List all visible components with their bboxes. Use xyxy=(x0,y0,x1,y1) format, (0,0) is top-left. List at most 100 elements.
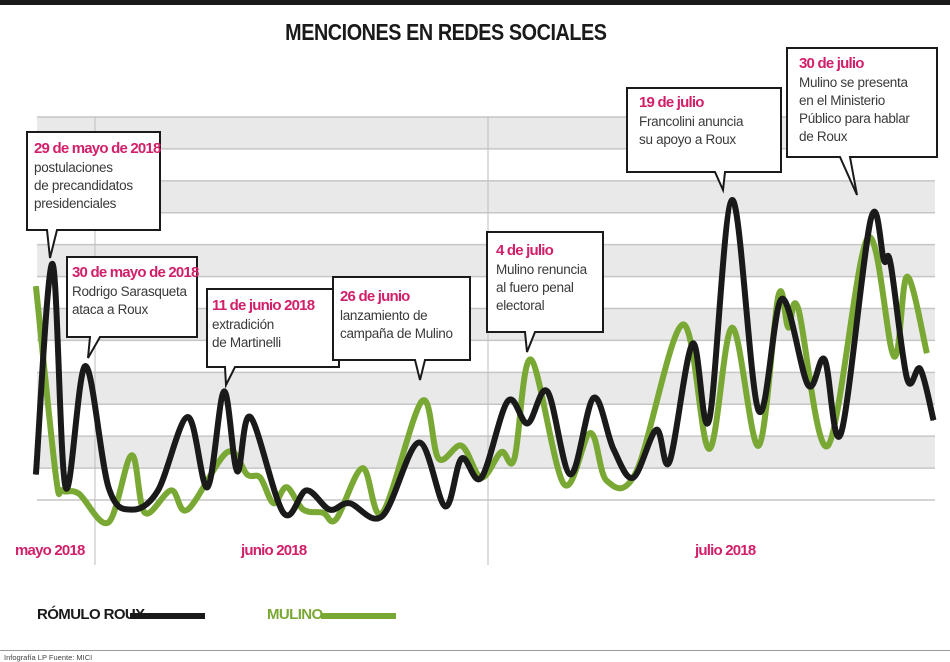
data-point xyxy=(187,509,189,511)
data-point xyxy=(692,343,694,345)
annotation-callouts xyxy=(26,47,938,389)
x-tick-label-mayo: mayo 2018 xyxy=(15,542,85,559)
data-point xyxy=(226,451,228,453)
data-point xyxy=(632,477,634,479)
data-point xyxy=(824,359,826,361)
data-point xyxy=(61,489,63,491)
grid-band xyxy=(37,117,935,149)
data-point xyxy=(131,454,133,456)
data-point xyxy=(286,486,288,488)
data-point xyxy=(570,473,571,475)
data-point xyxy=(273,502,274,504)
annotation-30-mayo: 30 de mayo de 2018 Rodrigo Sarasqueta at… xyxy=(72,264,199,319)
data-point xyxy=(461,445,463,447)
data-point xyxy=(144,512,146,514)
annotation-text: Mulino renuncia al fuero penal electoral xyxy=(496,262,587,313)
top-rule xyxy=(0,0,950,5)
data-point xyxy=(612,448,614,450)
data-point xyxy=(840,432,842,434)
data-point xyxy=(883,260,885,262)
annotation-text: lanzamiento de campaña de Mulino xyxy=(340,308,453,341)
data-point xyxy=(563,483,565,485)
data-point xyxy=(919,368,921,370)
callout-box xyxy=(332,276,471,381)
annotation-date: 19 de julio xyxy=(639,94,704,111)
legend-label-mulino: MULINO xyxy=(267,606,323,623)
callout-box xyxy=(66,256,198,359)
data-point xyxy=(606,480,608,482)
series-roux xyxy=(32,196,937,522)
data-point xyxy=(507,400,509,402)
data-point xyxy=(438,458,439,460)
data-point xyxy=(421,400,423,402)
data-point xyxy=(546,390,548,392)
data-point xyxy=(207,486,208,488)
source-credit: Infografía LP Fuente: MICI xyxy=(4,653,93,662)
grid-band xyxy=(37,180,935,213)
footer-divider xyxy=(0,650,950,651)
data-point xyxy=(781,298,783,300)
data-point xyxy=(348,502,350,504)
annotation-11-junio: 11 de junio 2018 extradición de Martinel… xyxy=(212,297,315,352)
data-point xyxy=(777,295,779,297)
data-point xyxy=(758,410,760,412)
data-point xyxy=(35,285,37,287)
series-lines xyxy=(32,196,937,527)
data-point xyxy=(187,416,189,418)
data-point xyxy=(381,515,383,517)
data-point xyxy=(500,451,502,453)
callout-box xyxy=(786,47,938,196)
data-point xyxy=(329,509,331,511)
data-point xyxy=(708,419,710,421)
data-point xyxy=(480,477,482,479)
annotation-date: 11 de junio 2018 xyxy=(212,297,315,314)
annotation-26-junio: 26 de junio lanzamiento de campaña de Mu… xyxy=(340,288,453,343)
data-point xyxy=(870,218,872,220)
data-point xyxy=(157,489,159,491)
data-point xyxy=(682,323,684,325)
annotation-4-julio: 4 de julio Mulino renuncia al fuero pena… xyxy=(496,242,587,315)
data-point xyxy=(306,489,307,491)
data-point xyxy=(84,365,86,367)
annotation-text: Rodrigo Sarasqueta ataca a Roux xyxy=(72,284,187,317)
callout-box xyxy=(626,87,782,194)
data-point xyxy=(787,327,789,329)
data-point xyxy=(249,416,251,418)
data-point xyxy=(302,509,304,511)
callout-box xyxy=(486,231,604,353)
legend-swatch-mulino xyxy=(321,613,396,619)
data-point xyxy=(807,384,809,386)
data-point xyxy=(926,352,928,354)
data-point xyxy=(933,419,934,421)
data-point xyxy=(236,470,238,472)
x-tick-label-julio: julio 2018 xyxy=(695,542,756,559)
data-point xyxy=(131,509,133,511)
legend-label-roux: RÓMULO ROUX xyxy=(37,606,145,623)
annotation-19-julio: 19 de julio Francolini anuncia su apoyo … xyxy=(639,94,743,149)
data-point xyxy=(444,505,446,507)
data-point xyxy=(527,422,529,424)
data-point xyxy=(246,473,248,475)
data-point xyxy=(51,263,53,265)
data-point xyxy=(758,445,760,447)
data-point xyxy=(797,308,799,309)
chart-title: MENCIONES EN REDES SOCIALES xyxy=(285,19,607,45)
annotation-date: 26 de junio xyxy=(340,288,410,305)
data-point xyxy=(259,477,261,479)
data-point xyxy=(282,512,284,514)
data-point xyxy=(893,355,895,357)
annotation-date: 29 de mayo de 2018 xyxy=(34,140,161,157)
data-point xyxy=(708,448,710,450)
data-point xyxy=(827,445,829,447)
legend-swatch-roux xyxy=(130,613,205,619)
data-point xyxy=(669,461,670,463)
annotation-text: extradición de Martinelli xyxy=(212,317,281,350)
data-point xyxy=(55,473,57,475)
annotation-date: 4 de julio xyxy=(496,242,554,259)
data-point xyxy=(655,429,657,431)
data-point xyxy=(78,493,80,495)
data-point xyxy=(65,486,67,488)
data-point xyxy=(223,390,225,392)
grid-band xyxy=(37,372,935,405)
